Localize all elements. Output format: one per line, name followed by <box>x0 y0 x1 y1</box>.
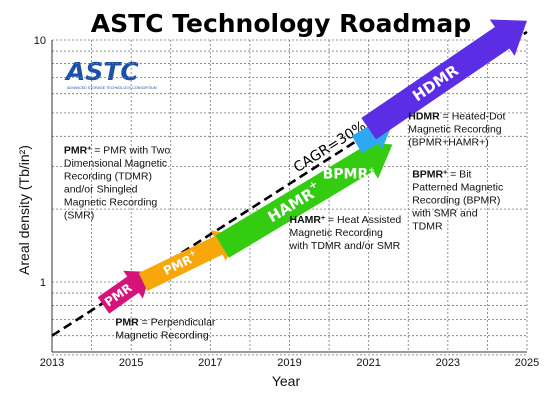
y-tick-label: 10 <box>34 35 46 47</box>
arrow-3 <box>215 141 393 258</box>
chart-title: ASTC Technology Roadmap <box>91 9 471 38</box>
annotation-line: Magnetic Recording <box>290 227 384 239</box>
annotation-line: Recording (BPMR) <box>412 195 500 207</box>
x-tick-label: 2017 <box>198 357 222 369</box>
arrow-5 <box>361 19 527 140</box>
x-tick-label: 2023 <box>436 357 460 369</box>
logo-tagline: ADVANCED STORAGE TECHNOLOGY CONSORTIUM <box>67 86 157 90</box>
annotation-line: HAMR+ = Heat Assisted <box>290 214 402 226</box>
annotation-line: PMR+ = PMR with Two <box>64 144 170 156</box>
annotation-line: (SMR) <box>64 209 94 221</box>
y-tick-label: 1 <box>40 277 46 289</box>
annotation-line: Magnetic Recording <box>408 123 502 135</box>
annotation-line: with TDMR and/or SMR <box>289 240 401 252</box>
x-axis-label: Year <box>272 373 301 389</box>
x-tick-label: 2025 <box>515 357 539 369</box>
annotation-line: Dimensional Magnetic <box>64 157 167 169</box>
annotation-line: with SMR and <box>411 208 478 220</box>
x-tick-label: 2015 <box>119 357 143 369</box>
x-axis-ticks: 2013 2015 2017 2019 2021 2023 2025 <box>40 357 539 369</box>
y-axis-label: Areal density (Tb/in²) <box>16 145 32 275</box>
logo-text: ASTC <box>64 57 139 86</box>
y-axis-ticks: 1 10 <box>34 35 46 289</box>
annotation-line: PMR = Perpendicular <box>115 317 216 329</box>
annotation-line: Recording (TDMR) <box>64 170 152 182</box>
x-tick-label: 2013 <box>40 357 64 369</box>
arrow-1 <box>97 270 151 314</box>
grid-lines <box>51 39 528 356</box>
annotation-line: (BPMR+HAMR+) <box>408 136 489 148</box>
annotation-line: TDMR <box>412 221 443 233</box>
annotation-line: BPMR+ = Bit <box>412 169 471 181</box>
annotation-line: HDMR = Heated-Dot <box>408 110 505 122</box>
astc-logo: ASTC ADVANCED STORAGE TECHNOLOGY CONSORT… <box>64 57 157 90</box>
x-tick-label: 2019 <box>277 357 301 369</box>
annotation-line: and/or Shingled <box>64 183 138 195</box>
x-tick-label: 2021 <box>356 357 380 369</box>
annotation-line: Magnetic Recording <box>115 330 209 342</box>
arrow-label: BPMR+ <box>323 165 375 182</box>
annotation-line: Magnetic Recording <box>64 196 158 208</box>
annotation-line: Patterned Magnetic <box>412 182 503 194</box>
arrow-2 <box>138 230 238 291</box>
